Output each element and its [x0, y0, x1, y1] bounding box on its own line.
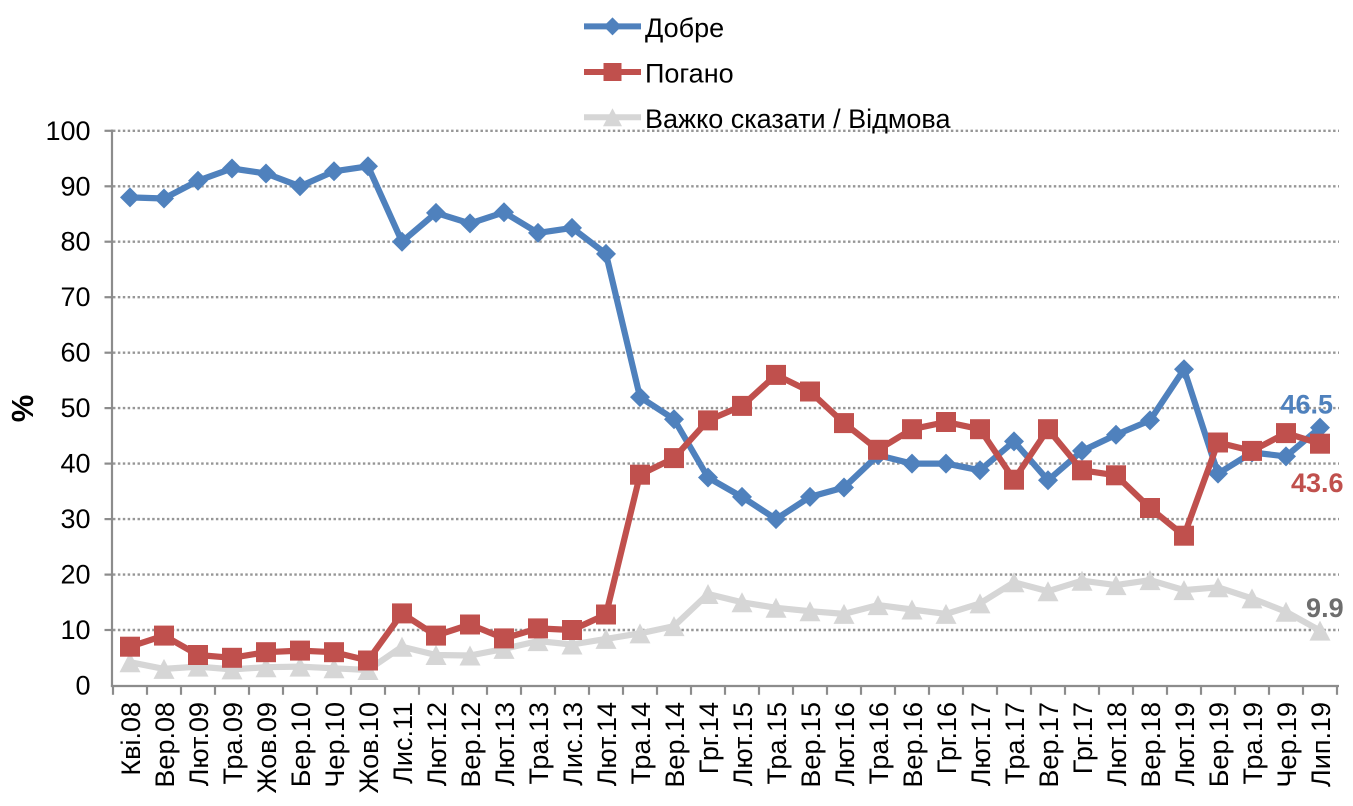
svg-text:Чер.19: Чер.19: [1272, 702, 1302, 788]
svg-text:Лют.12: Лют.12: [422, 702, 452, 786]
svg-text:Вер.14: Вер.14: [660, 702, 690, 788]
svg-text:43.6: 43.6: [1291, 468, 1344, 498]
svg-text:Лют.14: Лют.14: [592, 702, 622, 786]
svg-text:Вер.18: Вер.18: [1136, 702, 1166, 788]
svg-text:40: 40: [60, 449, 90, 479]
svg-text:Добре: Добре: [645, 13, 724, 43]
svg-text:Вер.15: Вер.15: [796, 702, 826, 788]
svg-text:Жов.10: Жов.10: [354, 702, 384, 794]
svg-text:50: 50: [60, 393, 90, 423]
svg-text:Тра.14: Тра.14: [626, 702, 656, 785]
svg-text:Вер.17: Вер.17: [1034, 702, 1064, 788]
svg-text:80: 80: [60, 227, 90, 257]
svg-text:Вер.16: Вер.16: [898, 702, 928, 788]
svg-text:Лис.11: Лис.11: [388, 702, 418, 784]
svg-text:Жов.09: Жов.09: [252, 702, 282, 794]
svg-text:Лют.18: Лют.18: [1102, 702, 1132, 786]
svg-text:Лип.19: Лип.19: [1306, 702, 1336, 787]
svg-text:9.9: 9.9: [1306, 593, 1344, 623]
svg-text:Грг.16: Грг.16: [932, 702, 962, 774]
svg-text:Лют.19: Лют.19: [1170, 702, 1200, 786]
svg-text:46.5: 46.5: [1280, 390, 1333, 420]
svg-text:Важко сказати / Відмова: Важко сказати / Відмова: [645, 104, 951, 134]
svg-text:Лют.13: Лют.13: [490, 702, 520, 786]
svg-text:Тра.16: Тра.16: [864, 702, 894, 785]
svg-text:90: 90: [60, 171, 90, 201]
svg-text:Кві.08: Кві.08: [116, 702, 146, 776]
svg-text:Вер.08: Вер.08: [150, 702, 180, 788]
svg-text:Тра.13: Тра.13: [524, 702, 554, 785]
svg-text:Тра.17: Тра.17: [1000, 702, 1030, 785]
svg-text:%: %: [5, 395, 40, 423]
svg-text:Тра.19: Тра.19: [1238, 702, 1268, 785]
svg-text:Грг.14: Грг.14: [694, 702, 724, 774]
svg-text:20: 20: [60, 560, 90, 590]
svg-text:Лис.13: Лис.13: [558, 702, 588, 786]
svg-text:Вер.12: Вер.12: [456, 702, 486, 788]
svg-text:Лют.17: Лют.17: [966, 702, 996, 786]
svg-text:Грг.17: Грг.17: [1068, 702, 1098, 774]
svg-text:Бер.10: Бер.10: [286, 702, 316, 787]
svg-text:70: 70: [60, 282, 90, 312]
svg-text:10: 10: [60, 615, 90, 645]
svg-text:100: 100: [45, 116, 90, 146]
svg-text:30: 30: [60, 504, 90, 534]
svg-text:60: 60: [60, 338, 90, 368]
svg-text:Лют.16: Лют.16: [830, 702, 860, 786]
svg-text:Погано: Погано: [645, 59, 734, 89]
svg-text:Бер.19: Бер.19: [1204, 702, 1234, 787]
svg-text:Лют.15: Лют.15: [728, 702, 758, 786]
svg-text:Тра.09: Тра.09: [218, 702, 248, 785]
svg-text:Тра.15: Тра.15: [762, 702, 792, 785]
svg-text:Лют.09: Лют.09: [184, 702, 214, 786]
svg-text:Чер.10: Чер.10: [320, 702, 350, 788]
svg-text:0: 0: [75, 671, 90, 701]
